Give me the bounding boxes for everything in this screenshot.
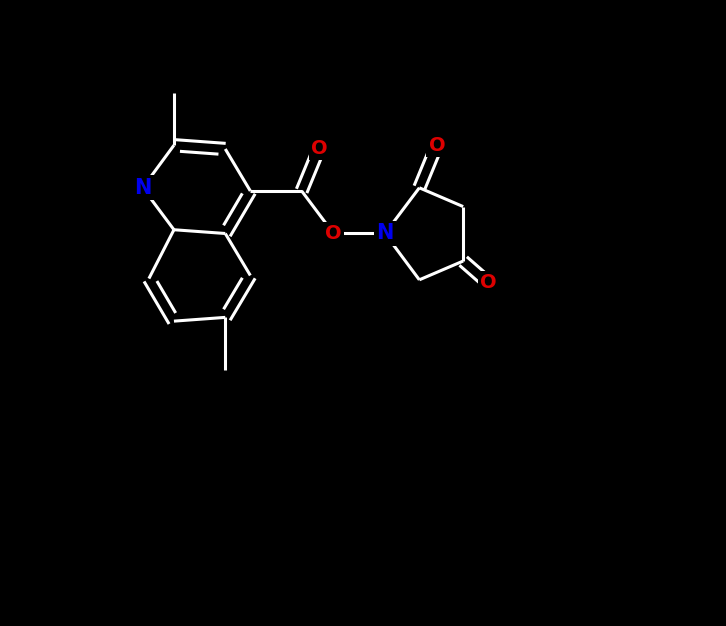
- Text: O: O: [311, 139, 327, 158]
- Text: O: O: [325, 224, 342, 243]
- Text: O: O: [428, 136, 445, 155]
- Text: N: N: [134, 178, 151, 198]
- Text: O: O: [480, 274, 497, 292]
- Text: N: N: [376, 223, 393, 244]
